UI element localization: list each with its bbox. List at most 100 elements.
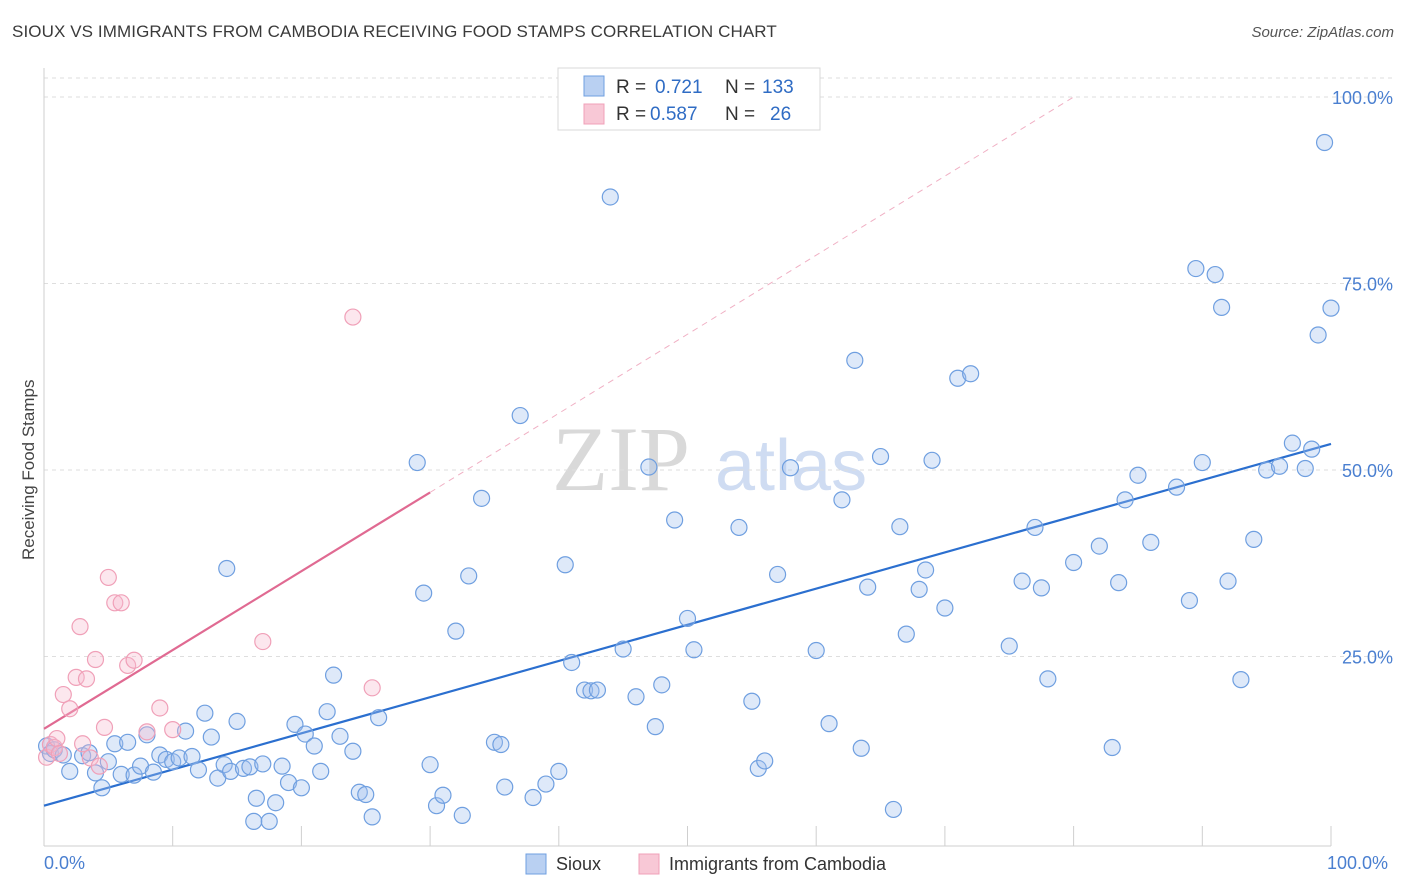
sioux-point-20 bbox=[170, 749, 188, 767]
sioux-point-74 bbox=[601, 188, 619, 206]
legend-r-value-sioux: 0.721 bbox=[655, 77, 703, 98]
cambodia-point-9 bbox=[77, 670, 96, 688]
sioux-point-83 bbox=[730, 518, 748, 537]
sioux-point-52 bbox=[370, 709, 388, 727]
sioux-point-119 bbox=[1187, 259, 1205, 278]
cambodia-point-20 bbox=[151, 699, 169, 717]
sioux-point-38 bbox=[273, 757, 291, 775]
bottom-legend-label-sioux: Sioux bbox=[556, 854, 601, 874]
sioux-point-79 bbox=[653, 676, 671, 694]
sioux-point-57 bbox=[434, 786, 452, 804]
legend-r-value-cambodia: 0.587 bbox=[650, 104, 698, 125]
sioux-point-49 bbox=[350, 783, 368, 801]
sioux-point-115 bbox=[1129, 466, 1147, 484]
sioux-point-8 bbox=[93, 779, 111, 797]
sioux-point-13 bbox=[125, 766, 143, 784]
sioux-point-76 bbox=[627, 688, 645, 706]
sioux-point-32 bbox=[241, 758, 259, 776]
sioux-point-130 bbox=[1303, 440, 1321, 458]
sioux-point-65 bbox=[511, 406, 529, 425]
sioux-point-129 bbox=[1296, 459, 1314, 478]
sioux-point-56 bbox=[427, 797, 446, 815]
sioux-point-70 bbox=[563, 653, 581, 672]
sioux-point-110 bbox=[1064, 553, 1083, 572]
sioux-point-107 bbox=[1026, 518, 1044, 537]
cambodia-point-13 bbox=[95, 718, 114, 736]
cambodia-point-16 bbox=[112, 594, 130, 612]
sioux-point-111 bbox=[1090, 537, 1108, 555]
sioux-point-44 bbox=[312, 762, 330, 780]
sioux-point-101 bbox=[923, 451, 941, 469]
sioux-point-4 bbox=[61, 762, 79, 780]
sioux-point-97 bbox=[891, 518, 909, 536]
sioux-point-73 bbox=[588, 681, 607, 699]
sioux-point-46 bbox=[324, 666, 343, 684]
cambodia-point-4 bbox=[54, 685, 72, 704]
cambodia-point-8 bbox=[74, 735, 92, 753]
legend-n-value-sioux: 133 bbox=[762, 77, 794, 98]
trend-lines bbox=[43, 96, 1332, 807]
y-tick-labels: 25.0% 50.0% 75.0% 100.0% bbox=[1332, 88, 1393, 668]
sioux-point-50 bbox=[357, 785, 375, 804]
bottom-legend-swatch-sioux bbox=[525, 853, 547, 875]
sioux-point-94 bbox=[859, 578, 877, 596]
sioux-point-103 bbox=[949, 369, 967, 387]
sioux-point-96 bbox=[884, 800, 903, 819]
sioux-point-71 bbox=[575, 681, 594, 699]
sioux-point-105 bbox=[1000, 637, 1018, 655]
sioux-point-124 bbox=[1232, 671, 1250, 689]
sioux-point-53 bbox=[408, 453, 426, 472]
cambodia-point-11 bbox=[86, 650, 105, 669]
sioux-point-90 bbox=[820, 715, 838, 733]
sioux-trend-line bbox=[43, 442, 1332, 807]
watermark-zip: ZIP bbox=[552, 408, 690, 510]
sioux-point-10 bbox=[106, 735, 124, 753]
y-tick-label-25: 25.0% bbox=[1342, 648, 1393, 668]
sioux-point-99 bbox=[910, 580, 928, 598]
sioux-point-84 bbox=[743, 692, 761, 710]
sioux-point-47 bbox=[331, 727, 349, 745]
sioux-point-117 bbox=[1167, 478, 1186, 496]
sioux-point-122 bbox=[1213, 298, 1231, 316]
cambodia-point-7 bbox=[71, 618, 89, 636]
cambodia-point-5 bbox=[61, 700, 79, 718]
sioux-point-131 bbox=[1309, 326, 1327, 344]
sioux-point-89 bbox=[807, 641, 825, 660]
legend-n-label-sioux: N = bbox=[725, 77, 755, 98]
cambodia-point-3 bbox=[48, 729, 66, 748]
y-tick-label-100: 100.0% bbox=[1332, 88, 1393, 108]
sioux-point-112 bbox=[1103, 738, 1121, 757]
gridlines bbox=[44, 77, 1396, 657]
bottom-legend-swatch-cambodia bbox=[638, 853, 660, 875]
sioux-point-33 bbox=[247, 789, 265, 807]
cambodia-point-18 bbox=[125, 651, 143, 669]
sioux-point-106 bbox=[1013, 572, 1031, 590]
legend-n-value-cambodia: 26 bbox=[770, 104, 791, 125]
cambodia-trend-extension bbox=[429, 96, 1074, 493]
series-legend: Sioux Immigrants from Cambodia bbox=[525, 853, 887, 875]
sioux-point-59 bbox=[453, 806, 471, 824]
sioux-point-58 bbox=[447, 622, 465, 640]
sioux-point-98 bbox=[897, 625, 915, 643]
sioux-point-75 bbox=[614, 640, 632, 658]
cambodia-points bbox=[37, 308, 381, 775]
sioux-point-29 bbox=[218, 559, 236, 578]
sioux-points bbox=[37, 133, 1340, 830]
sioux-point-125 bbox=[1245, 530, 1263, 548]
cambodia-point-23 bbox=[344, 308, 362, 326]
legend-swatch-cambodia bbox=[583, 103, 605, 125]
sioux-point-16 bbox=[144, 763, 162, 781]
sioux-point-102 bbox=[936, 599, 954, 617]
sioux-point-69 bbox=[556, 556, 574, 574]
sioux-point-63 bbox=[492, 735, 510, 754]
sioux-point-48 bbox=[344, 742, 362, 760]
legend-swatch-sioux bbox=[583, 75, 605, 97]
sioux-point-25 bbox=[202, 728, 220, 746]
legend-r-label-sioux: R = bbox=[616, 77, 646, 98]
watermark-atlas: atlas bbox=[715, 426, 867, 506]
sioux-point-68 bbox=[550, 762, 568, 780]
sioux-point-81 bbox=[678, 609, 697, 628]
sioux-point-27 bbox=[215, 756, 233, 774]
sioux-point-43 bbox=[305, 737, 323, 755]
sioux-point-39 bbox=[279, 773, 298, 792]
